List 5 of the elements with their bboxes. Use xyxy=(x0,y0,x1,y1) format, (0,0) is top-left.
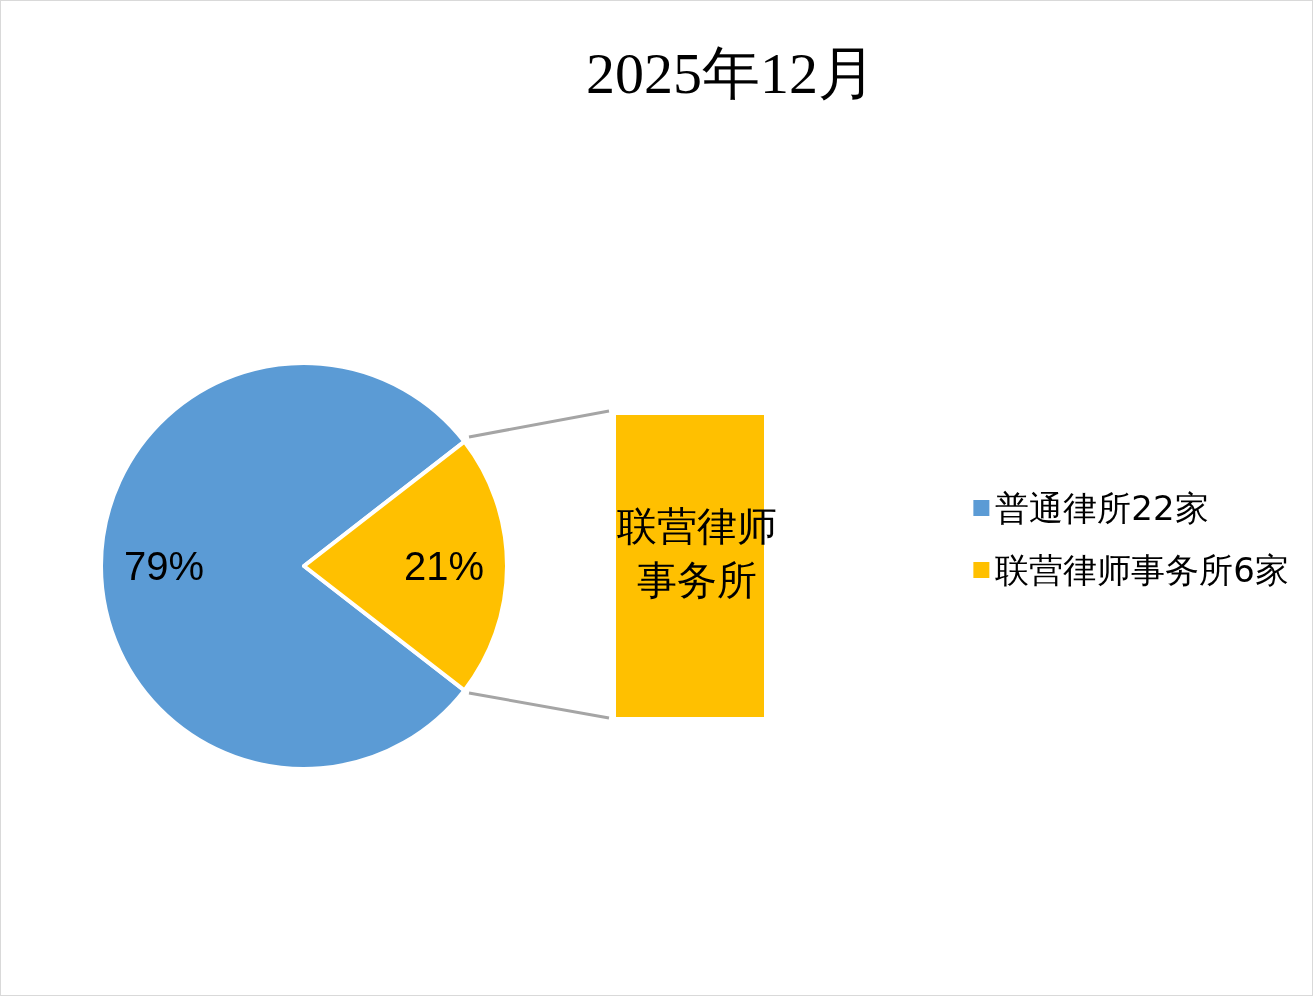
data-label: 21% xyxy=(404,544,485,588)
data-label: 79% xyxy=(123,544,204,588)
legend-label: 联营律师事务所6家 xyxy=(995,550,1290,590)
legend-label: 普通律所22家 xyxy=(995,488,1209,528)
chart-title: 2025年12月 xyxy=(586,40,876,106)
